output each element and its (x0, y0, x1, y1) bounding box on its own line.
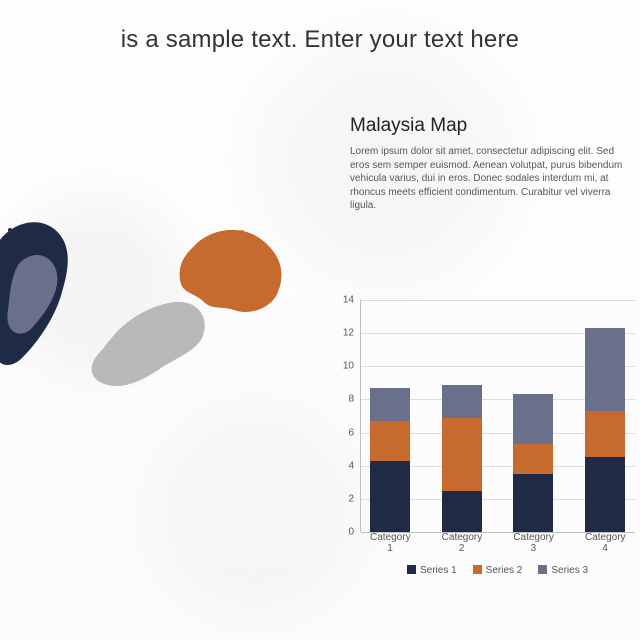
bar-column (442, 385, 482, 532)
bar-segment (513, 394, 553, 444)
legend-item: Series 2 (473, 565, 523, 576)
bar-segment (370, 388, 410, 421)
bar-segment (513, 444, 553, 474)
legend-swatch (538, 565, 547, 574)
bar-segment (585, 328, 625, 411)
category-label: Category 2 (442, 532, 482, 554)
y-tick-label: 14 (330, 295, 354, 306)
map-island (8, 228, 12, 232)
y-tick-label: 8 (330, 394, 354, 405)
y-tick-label: 12 (330, 328, 354, 339)
stacked-bar-chart: 02468101214 Category 1Category 2Category… (330, 300, 635, 580)
section-title: Malaysia Map (350, 115, 632, 137)
bar-segment (442, 418, 482, 491)
legend-swatch (473, 565, 482, 574)
y-tick-label: 0 (330, 527, 354, 538)
y-tick-label: 2 (330, 493, 354, 504)
map-region-borneo-north (180, 230, 282, 312)
bar-segment (370, 461, 410, 532)
bar-segment (513, 474, 553, 532)
bar-segment (442, 491, 482, 532)
category-label: Category 4 (585, 532, 625, 554)
y-tick-label: 4 (330, 460, 354, 471)
bar-segment (442, 385, 482, 418)
x-axis-labels: Category 1 Category 2 Category 3 Category 4 (360, 532, 635, 554)
y-axis: 02468101214 (330, 300, 358, 532)
bar-segment (370, 421, 410, 461)
map-island (272, 257, 278, 263)
map-island (240, 230, 244, 234)
y-tick-label: 6 (330, 427, 354, 438)
headline-text: is a sample text. Enter your text here (0, 26, 640, 54)
bar-column (585, 328, 625, 532)
category-label: Category 3 (513, 532, 553, 554)
bar-segment (585, 411, 625, 457)
category-label: Category 1 (370, 532, 410, 554)
bar-column (513, 394, 553, 532)
legend-swatch (407, 565, 416, 574)
bar-column (370, 388, 410, 532)
map-region-borneo-west (92, 302, 205, 386)
chart-legend: Series 1 Series 2 Series 3 (360, 565, 635, 576)
y-tick-label: 10 (330, 361, 354, 372)
body-text: Lorem ipsum dolor sit amet, consectetur … (350, 145, 632, 213)
chart-bars (360, 300, 635, 532)
bar-segment (585, 457, 625, 532)
legend-item: Series 1 (407, 565, 457, 576)
malaysia-map (0, 210, 330, 440)
legend-item: Series 3 (538, 565, 588, 576)
